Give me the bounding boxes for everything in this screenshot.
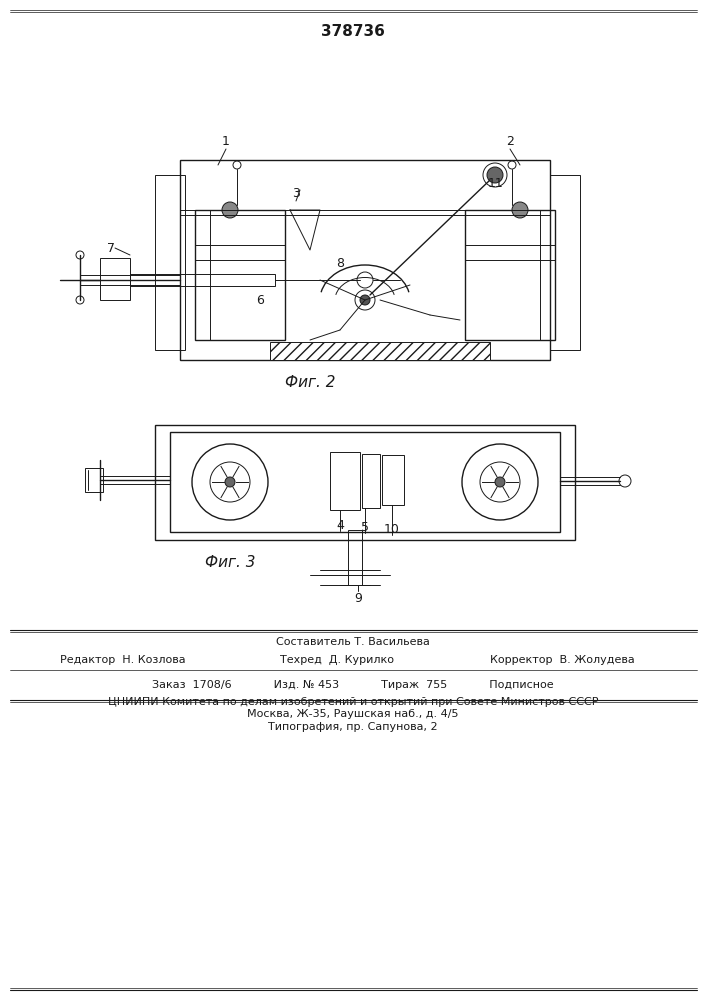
Bar: [550, 175, 580, 350]
Text: Составитель Т. Васильева: Составитель Т. Васильева: [276, 637, 430, 647]
Text: 4: 4: [336, 519, 344, 532]
Text: 9: 9: [354, 592, 362, 605]
Text: 2: 2: [506, 135, 514, 148]
Text: 3: 3: [292, 187, 300, 200]
Text: 5: 5: [361, 521, 369, 534]
Text: Типография, пр. Сапунова, 2: Типография, пр. Сапунова, 2: [268, 722, 438, 732]
Circle shape: [222, 202, 238, 218]
Circle shape: [487, 167, 503, 183]
Circle shape: [360, 295, 370, 305]
Text: Редактор  Н. Козлова: Редактор Н. Козлова: [60, 655, 186, 665]
Bar: [270, 342, 490, 360]
Text: ЦНИИПИ Комитета по делам изобретений и открытий при Совете Министров СССР: ЦНИИПИ Комитета по делам изобретений и о…: [107, 697, 598, 707]
Bar: [382, 455, 404, 505]
Text: Заказ  1708/6            Изд. № 453            Тираж  755            Подписное: Заказ 1708/6 Изд. № 453 Тираж 755 Подпис…: [152, 680, 554, 690]
Text: 10: 10: [384, 523, 400, 536]
Text: Техред  Д. Курилко: Техред Д. Курилко: [280, 655, 394, 665]
Text: 378736: 378736: [321, 24, 385, 39]
Text: 8: 8: [336, 257, 344, 270]
Bar: [330, 452, 360, 510]
Bar: [195, 210, 285, 340]
Bar: [362, 454, 380, 508]
Bar: [100, 258, 130, 300]
Text: 1: 1: [222, 135, 230, 148]
Bar: [180, 160, 550, 360]
Text: 7: 7: [107, 241, 115, 254]
Text: Фиг. 3: Фиг. 3: [205, 555, 255, 570]
Circle shape: [76, 296, 84, 304]
Bar: [155, 175, 185, 350]
Text: 6: 6: [256, 294, 264, 307]
Text: Фиг. 2: Фиг. 2: [285, 375, 335, 390]
Bar: [465, 210, 555, 340]
Circle shape: [495, 477, 505, 487]
Bar: [155, 425, 575, 540]
Bar: [348, 530, 362, 585]
Bar: [130, 274, 275, 286]
Bar: [85, 468, 103, 492]
Bar: [170, 432, 560, 532]
Circle shape: [512, 202, 528, 218]
Text: 11: 11: [488, 177, 504, 190]
Text: Москва, Ж-35, Раушская наб., д. 4/5: Москва, Ж-35, Раушская наб., д. 4/5: [247, 709, 459, 719]
Text: Корректор  В. Жолудева: Корректор В. Жолудева: [490, 655, 635, 665]
Circle shape: [76, 251, 84, 259]
Circle shape: [225, 477, 235, 487]
